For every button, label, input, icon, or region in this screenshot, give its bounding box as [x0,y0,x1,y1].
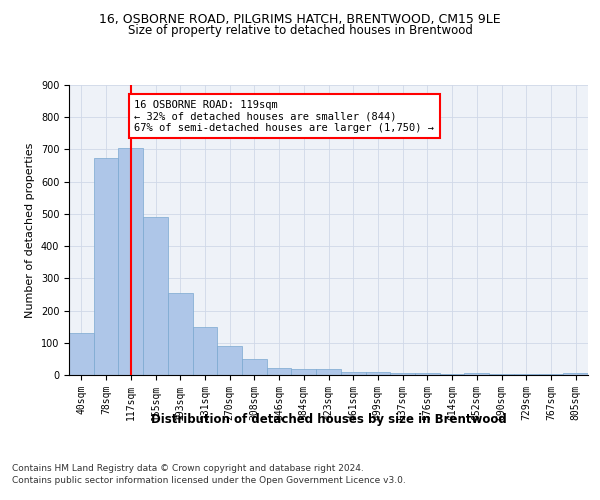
Bar [118,148,143,375]
Bar [217,346,242,375]
Bar [94,158,118,375]
Bar [242,359,267,375]
Y-axis label: Number of detached properties: Number of detached properties [25,142,35,318]
Bar [415,374,440,375]
Bar [316,369,341,375]
Bar [563,372,588,375]
Bar [193,326,217,375]
Text: Distribution of detached houses by size in Brentwood: Distribution of detached houses by size … [151,412,506,426]
Bar [267,368,292,375]
Text: Size of property relative to detached houses in Brentwood: Size of property relative to detached ho… [128,24,472,37]
Bar [365,372,390,375]
Bar [143,217,168,375]
Bar [69,333,94,375]
Bar [514,374,539,375]
Bar [440,374,464,375]
Bar [464,374,489,375]
Text: Contains public sector information licensed under the Open Government Licence v3: Contains public sector information licen… [12,476,406,485]
Text: 16, OSBORNE ROAD, PILGRIMS HATCH, BRENTWOOD, CM15 9LE: 16, OSBORNE ROAD, PILGRIMS HATCH, BRENTW… [99,12,501,26]
Bar [539,374,563,375]
Bar [292,369,316,375]
Bar [489,374,514,375]
Bar [390,374,415,375]
Text: 16 OSBORNE ROAD: 119sqm
← 32% of detached houses are smaller (844)
67% of semi-d: 16 OSBORNE ROAD: 119sqm ← 32% of detache… [134,100,434,132]
Text: Contains HM Land Registry data © Crown copyright and database right 2024.: Contains HM Land Registry data © Crown c… [12,464,364,473]
Bar [341,372,365,375]
Bar [168,293,193,375]
